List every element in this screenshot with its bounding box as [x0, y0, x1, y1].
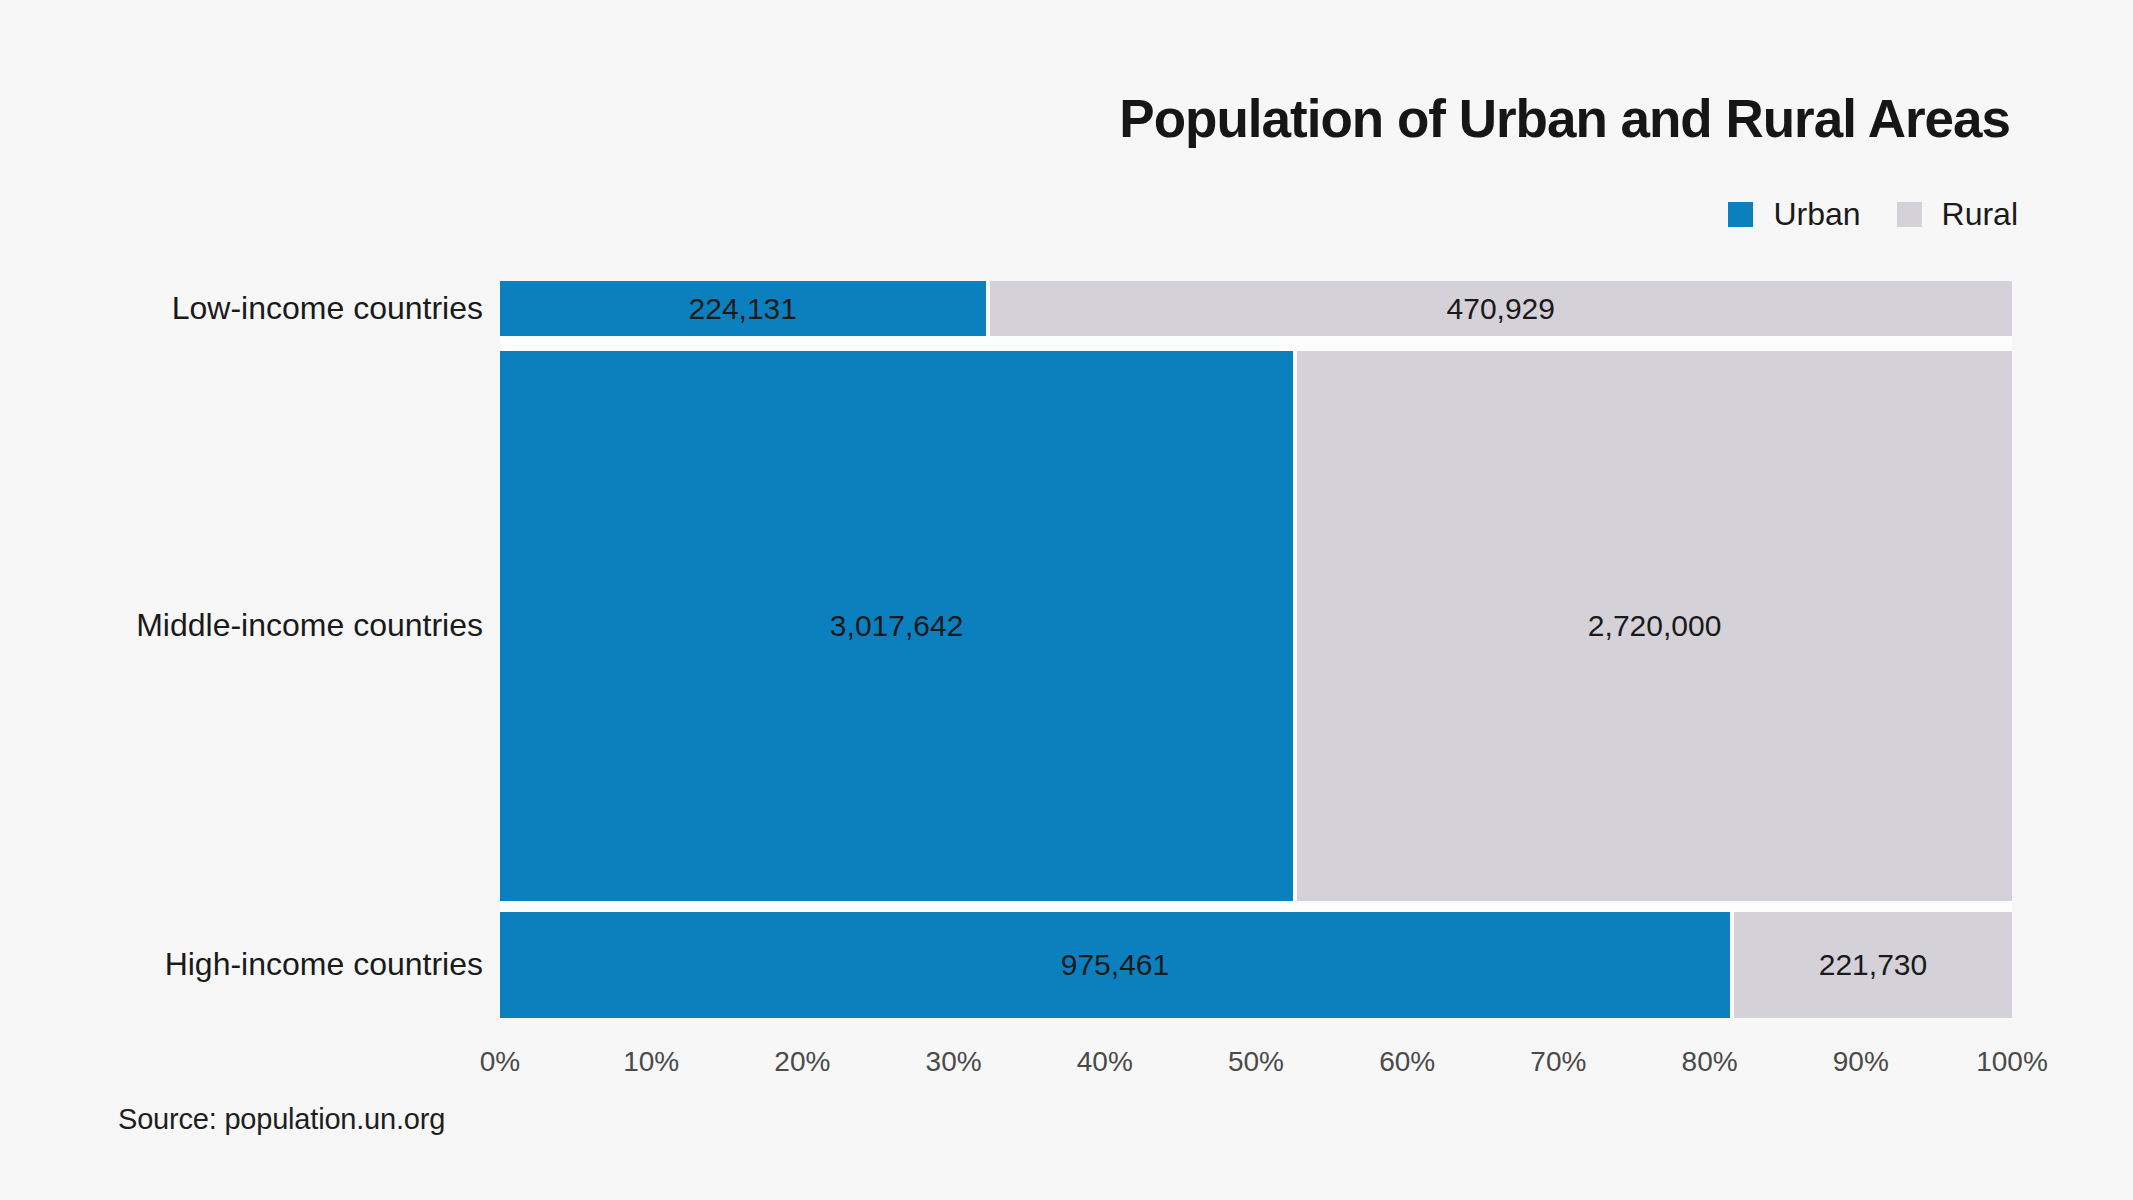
value-label-urban: 3,017,642 [830, 609, 963, 643]
axis-tick-label: 60% [1379, 1046, 1435, 1078]
axis-tick-label: 90% [1833, 1046, 1889, 1078]
category-label: High-income countries [0, 946, 483, 983]
axis-tick-label: 100% [1976, 1046, 2048, 1078]
axis-tick-label: 10% [623, 1046, 679, 1078]
legend: Urban Rural [1728, 196, 2018, 233]
bar-row: 975,461 221,730 [500, 912, 2012, 1018]
rural-segment: 2,720,000 [1297, 351, 2012, 901]
urban-segment: 224,131 [500, 281, 986, 336]
value-label-urban: 224,131 [689, 292, 797, 326]
urban-segment: 975,461 [500, 912, 1730, 1018]
rural-swatch-icon [1897, 202, 1922, 227]
legend-label-rural: Rural [1942, 196, 2018, 233]
axis-tick-label: 0% [480, 1046, 520, 1078]
axis-tick-label: 70% [1530, 1046, 1586, 1078]
value-label-urban: 975,461 [1061, 948, 1169, 982]
bar-row: 224,131 470,929 [500, 281, 2012, 336]
category-label: Low-income countries [0, 290, 483, 327]
axis-tick-label: 30% [926, 1046, 982, 1078]
axis-tick-label: 50% [1228, 1046, 1284, 1078]
urban-segment: 3,017,642 [500, 351, 1293, 901]
axis-tick-label: 80% [1682, 1046, 1738, 1078]
row-separator [500, 336, 2012, 351]
row-separator [500, 901, 2012, 912]
chart-area: Population of Urban and Rural Areas Urba… [0, 0, 2133, 1200]
source-note: Source: population.un.org [118, 1103, 445, 1136]
legend-item-rural: Rural [1897, 196, 2018, 233]
value-label-rural: 2,720,000 [1588, 609, 1721, 643]
category-label: Middle-income countries [0, 607, 483, 644]
urban-swatch-icon [1728, 202, 1753, 227]
bar-row: 3,017,642 2,720,000 [500, 351, 2012, 901]
chart-title: Population of Urban and Rural Areas [1119, 88, 2010, 149]
value-label-rural: 470,929 [1447, 292, 1555, 326]
rural-segment: 221,730 [1734, 912, 2012, 1018]
axis-tick-label: 40% [1077, 1046, 1133, 1078]
legend-label-urban: Urban [1773, 196, 1860, 233]
axis-tick-label: 20% [774, 1046, 830, 1078]
value-label-rural: 221,730 [1819, 948, 1927, 982]
legend-item-urban: Urban [1728, 196, 1860, 233]
rural-segment: 470,929 [990, 281, 2012, 336]
